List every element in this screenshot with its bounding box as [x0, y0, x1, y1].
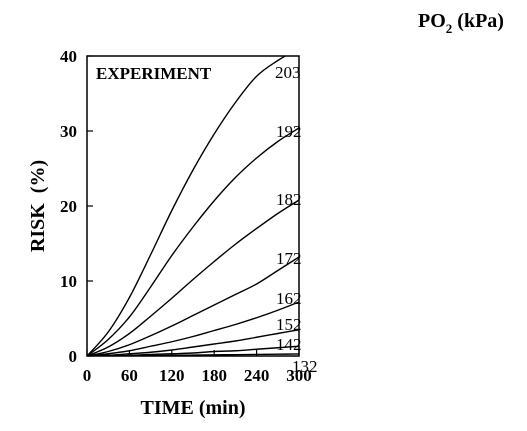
series-label-152: 152	[276, 315, 302, 334]
plot-border	[86, 55, 300, 357]
y-axis-ticks: 0 10 20 30 40	[60, 47, 93, 366]
series-label-162: 162	[276, 289, 302, 308]
y-tick-label-40: 40	[60, 47, 77, 66]
series-label-142: 142	[276, 335, 302, 354]
x-axis-ticks: 0 60 120 180 240 300	[83, 350, 312, 385]
experiment-annotation: EXPERIMENT	[96, 64, 212, 83]
series-label-132: 132	[292, 357, 318, 376]
x-tick-label-180: 180	[201, 366, 227, 385]
plot-frame	[86, 55, 300, 357]
series-line-192	[87, 127, 299, 356]
y-tick-label-10: 10	[60, 272, 77, 291]
legend-title: PO2 (kPa)	[418, 10, 504, 36]
series-line-132	[87, 353, 299, 356]
y-axis-label: RISK (%)	[27, 160, 49, 252]
y-tick-label-20: 20	[60, 197, 77, 216]
legend-title-main: PO	[418, 10, 446, 32]
x-tick-label-120: 120	[159, 366, 185, 385]
x-tick-label-60: 60	[121, 366, 138, 385]
series-line-172	[87, 256, 299, 356]
series-lines	[87, 56, 299, 356]
series-label-192: 192	[276, 122, 302, 141]
series-line-182	[87, 199, 299, 356]
series-label-203: 203	[275, 63, 301, 82]
series-line-152	[87, 329, 299, 356]
x-axis-label: TIME (min)	[141, 397, 246, 419]
series-line-203	[87, 56, 287, 356]
y-tick-label-30: 30	[60, 122, 77, 141]
y-tick-label-0: 0	[69, 347, 78, 366]
series-line-162	[87, 301, 299, 356]
series-label-182: 182	[276, 190, 302, 209]
legend-title-subscript: 2	[446, 21, 453, 36]
x-tick-label-300: 300	[286, 366, 312, 385]
legend-title-unit: (kPa)	[452, 10, 504, 32]
x-tick-label-240: 240	[244, 366, 270, 385]
x-tick-label-0: 0	[83, 366, 92, 385]
series-label-172: 172	[276, 249, 302, 268]
